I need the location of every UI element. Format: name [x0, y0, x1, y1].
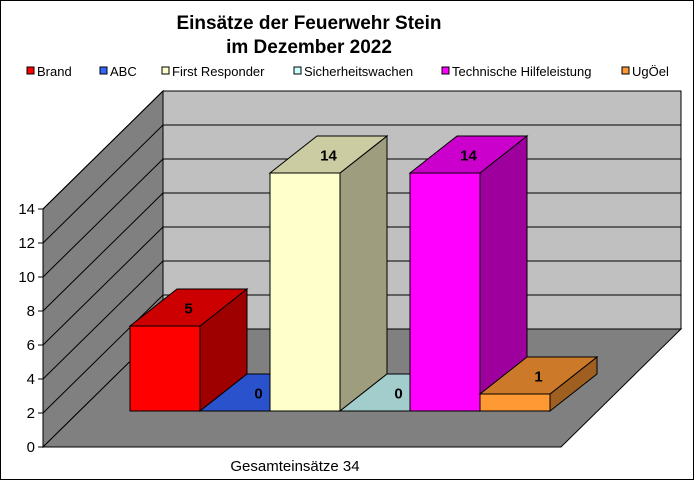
- bar-front: [479, 393, 551, 412]
- data-label: 0: [254, 386, 262, 403]
- gridline: [42, 124, 164, 244]
- y-axis: 0 2 4 6 8 10 12 14: [18, 201, 44, 456]
- bar-side: [339, 134, 388, 413]
- gridline: [42, 90, 164, 210]
- data-label: 1: [534, 369, 542, 386]
- y-tick-label: 6: [27, 337, 35, 354]
- y-tick-label: 10: [18, 269, 35, 286]
- legend-label: First Responder: [172, 64, 265, 79]
- bar-first-responder: 14: [268, 134, 389, 413]
- legend-label: Brand: [37, 64, 72, 79]
- chart-title: Einsätze der Feuerwehr Stein im Dezember …: [176, 13, 441, 58]
- data-label: 5: [184, 301, 192, 318]
- bar-front: [269, 172, 341, 412]
- bar-front: [129, 325, 201, 412]
- legend-swatch: [621, 66, 630, 75]
- gridline: [42, 294, 164, 414]
- legend: Brand ABC First Responder Sicherheitswachen…: [26, 64, 669, 79]
- bar-brand: 5: [128, 287, 249, 413]
- bar-front: [409, 172, 481, 412]
- legend-label: UgÖel: [632, 64, 669, 79]
- legend-item: Sicherheitswachen: [293, 64, 413, 79]
- chart-title-line: Einsätze der Feuerwehr Stein: [176, 13, 441, 34]
- chart-title-line: im Dezember 2022: [226, 37, 392, 58]
- legend-item: UgÖel: [621, 64, 669, 79]
- legend-swatch: [161, 66, 170, 75]
- x-category-label: Gesamteinsätze 34: [230, 458, 359, 475]
- data-label: 14: [320, 148, 337, 165]
- legend-item: ABC: [99, 64, 137, 79]
- legend-item: First Responder: [161, 64, 265, 79]
- gridline: [42, 192, 164, 312]
- y-tick-label: 2: [27, 405, 35, 422]
- legend-swatch: [293, 66, 302, 75]
- bar-technische-hilfeleistung: 14: [408, 134, 529, 413]
- gridline: [42, 158, 164, 278]
- gridline: [42, 226, 164, 346]
- y-tick-label: 0: [27, 439, 35, 456]
- data-label: 0: [394, 386, 402, 403]
- legend-label: Sicherheitswachen: [304, 64, 413, 79]
- legend-label: ABC: [110, 64, 137, 79]
- bar-ug-el: 1: [478, 355, 599, 413]
- bars: 5 0 14 0 14 1: [128, 134, 599, 413]
- y-tick-label: 12: [18, 235, 35, 252]
- legend-swatch: [99, 66, 108, 75]
- legend-swatch: [26, 66, 35, 75]
- gridline: [42, 260, 164, 380]
- legend-swatch: [441, 66, 450, 75]
- legend-item: Brand: [26, 64, 72, 79]
- y-tick-label: 8: [27, 303, 35, 320]
- y-tick-label: 4: [27, 371, 35, 388]
- y-tick-label: 14: [18, 201, 35, 218]
- data-label: 14: [460, 148, 477, 165]
- legend-label: Technische Hilfeleistung: [452, 64, 591, 79]
- legend-item: Technische Hilfeleistung: [441, 64, 591, 79]
